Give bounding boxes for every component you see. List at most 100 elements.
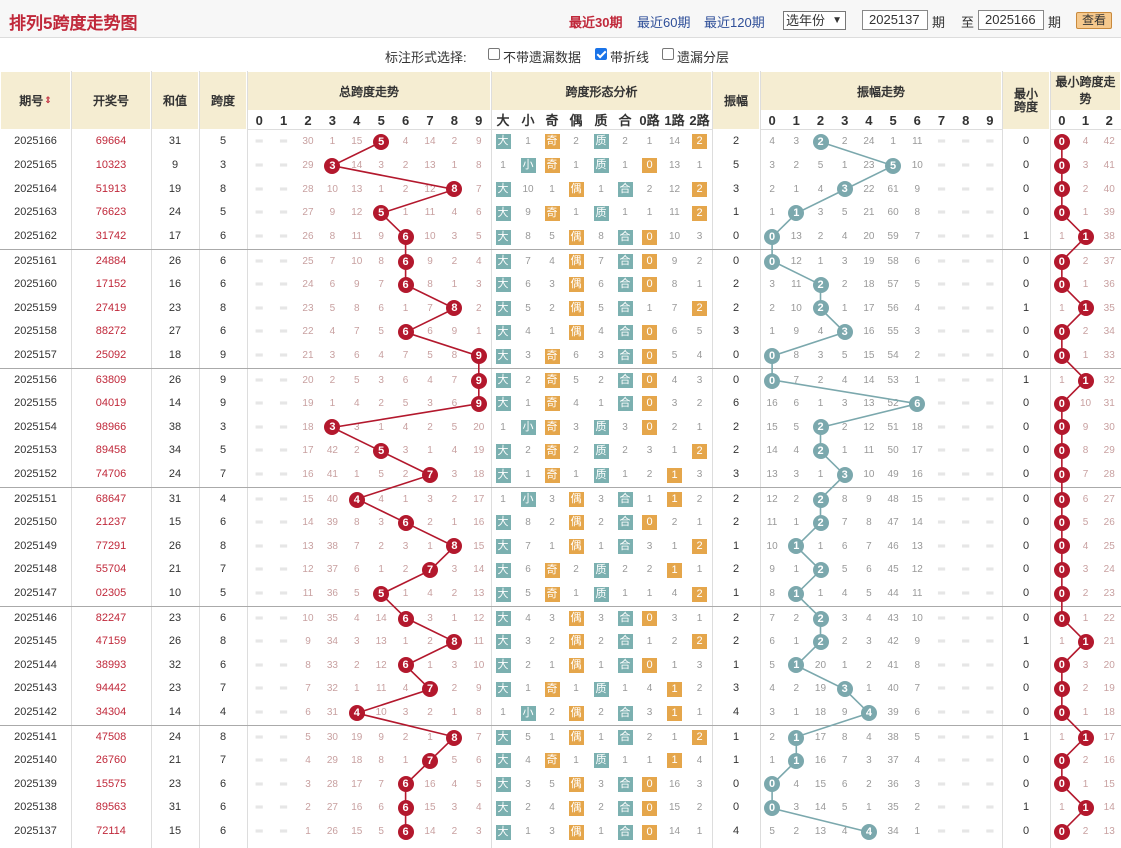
header-span-digit: 7 <box>417 111 443 130</box>
amp-miss-cell: 6 <box>841 778 848 790</box>
amp-miss-cell: ═ <box>937 683 946 695</box>
span-miss-cell: 17 <box>302 445 314 457</box>
span-miss-cell: 6 <box>354 564 360 576</box>
amp-ball: 1 <box>788 586 805 603</box>
shape-miss-cell: 2 <box>598 516 604 528</box>
min-span-cell: 0 <box>1022 182 1030 195</box>
span-miss-cell: 3 <box>354 421 360 433</box>
span-miss-cell: 8 <box>427 278 433 290</box>
number-cell: 15575 <box>95 777 127 790</box>
min-miss-cell: 30 <box>1103 421 1115 433</box>
shape-miss-cell: 1 <box>598 540 604 552</box>
table-row: 2025141 47508 24 8 ═ ═ 5 30 19 9 2 1 8 7 大 5 1 偶 1 合 2 1 2 1 2 1 1… <box>0 725 1121 749</box>
min-miss-cell: 2 <box>1082 754 1089 766</box>
col-divider <box>491 71 492 848</box>
amp-miss-cell: ═ <box>962 136 970 147</box>
span-miss-cell: 3 <box>305 778 311 790</box>
amp-miss-cell: 13 <box>863 397 875 409</box>
shape-miss-cell: 3 <box>598 350 604 362</box>
amplitude-cell: 0 <box>732 230 740 243</box>
recent-60-link[interactable]: 最近60期 <box>637 15 691 30</box>
recent-120-link[interactable]: 最近120期 <box>704 15 765 30</box>
from-issue-input[interactable]: 2025137 <box>862 10 928 30</box>
span-ball: 5 <box>373 133 390 150</box>
no-miss-label[interactable]: 不带遗漏数据 <box>503 50 582 65</box>
miss-layer-checkbox[interactable] <box>662 48 674 60</box>
header-issue[interactable]: 期号 ⇕ <box>0 71 71 130</box>
issue-cell: 2025158 <box>14 325 57 338</box>
span-miss-cell: 14 <box>375 613 387 624</box>
min-miss-cell: 22 <box>1103 613 1115 624</box>
table-row: 2025146 82247 23 6 ═ ═ 10 35 4 14 6 3 1 12 大 4 3 偶 3 合 0 3 1 2 7… <box>0 606 1121 630</box>
recent-30-link[interactable]: 最近30期 <box>569 15 623 30</box>
min-span-ball: 0 <box>1053 276 1070 293</box>
span-cell: 9 <box>219 374 227 386</box>
amp-miss-cell: 14 <box>766 445 778 457</box>
amp-ball: 3 <box>836 324 853 341</box>
miss-layer-label[interactable]: 遗漏分层 <box>677 50 730 65</box>
amp-miss-cell: ═ <box>937 302 946 314</box>
shape-miss-cell: 1 <box>646 588 653 600</box>
header-min-digit: 0 <box>1050 111 1074 130</box>
amp-miss-cell: ═ <box>986 826 994 838</box>
amp-miss-cell: 3 <box>793 802 800 814</box>
span-miss-cell: 22 <box>302 326 314 338</box>
span-miss-cell: 14 <box>424 826 436 838</box>
span-miss-cell: 6 <box>378 302 384 314</box>
span-miss-cell: 16 <box>424 778 436 790</box>
shape-miss-cell: 1 <box>598 659 604 671</box>
amp-miss-cell: 1 <box>817 540 824 552</box>
span-miss-cell: 3 <box>451 659 458 671</box>
shape-tag: 大 <box>495 800 511 816</box>
header-shape-3: 偶 <box>563 111 589 130</box>
shape-miss-cell: 9 <box>525 207 531 219</box>
amp-miss-cell: ═ <box>986 635 994 647</box>
sum-cell: 31 <box>168 801 182 814</box>
amp-miss-cell: ═ <box>962 826 970 838</box>
span-miss-cell: 11 <box>351 231 362 243</box>
view-button[interactable]: 查看 <box>1076 12 1112 29</box>
shape-miss-cell: 4 <box>671 588 678 600</box>
amp-miss-cell: ═ <box>962 707 970 719</box>
shape-miss-cell: 8 <box>598 231 604 243</box>
span-miss-cell: 26 <box>302 231 314 243</box>
amp-miss-cell: ═ <box>986 732 994 743</box>
polyline-label[interactable]: 带折线 <box>610 50 650 65</box>
span-miss-cell: 7 <box>378 778 384 790</box>
amp-miss-cell: ═ <box>962 683 970 695</box>
span-miss-cell: ═ <box>280 778 288 790</box>
sum-cell: 27 <box>168 325 182 338</box>
span-miss-cell: 27 <box>302 207 314 219</box>
span-cell: 8 <box>219 182 227 195</box>
period-label-from: 期 <box>932 15 946 30</box>
amp-miss-cell: 3 <box>866 635 872 647</box>
polyline-checkbox[interactable] <box>595 48 607 60</box>
amp-miss-cell: ═ <box>937 326 946 338</box>
span-miss-cell: 1 <box>402 494 409 505</box>
span-miss-cell: 3 <box>476 278 482 290</box>
span-miss-cell: 14 <box>351 159 363 171</box>
span-miss-cell: 5 <box>378 326 384 338</box>
header-amp-digit: 5 <box>881 111 906 130</box>
to-issue-input[interactable]: 2025166 <box>978 10 1044 30</box>
amplitude-cell: 0 <box>732 801 740 814</box>
span-miss-cell: ═ <box>280 302 288 314</box>
amp-ball: 2 <box>812 443 829 460</box>
shape-miss-cell: 5 <box>525 732 531 743</box>
shape-miss-cell: 3 <box>525 635 531 647</box>
span-miss-cell: 4 <box>451 778 458 790</box>
span-ball: 8 <box>446 633 463 650</box>
span-ball: 7 <box>422 752 438 769</box>
span-ball: 6 <box>397 514 414 531</box>
amp-miss-cell: 49 <box>887 469 899 481</box>
span-miss-cell: ═ <box>280 469 288 481</box>
no-miss-checkbox[interactable] <box>488 48 500 60</box>
amp-miss-cell: 1 <box>841 159 848 171</box>
amp-miss-cell: 7 <box>841 754 848 766</box>
amp-ball: 0 <box>764 372 781 389</box>
year-select[interactable]: 选年份 ▼ <box>783 11 846 30</box>
col-divider <box>199 71 200 848</box>
amp-miss-cell: ═ <box>937 256 946 267</box>
amp-miss-cell: 5 <box>769 659 775 671</box>
amp-miss-cell: ═ <box>986 256 994 267</box>
